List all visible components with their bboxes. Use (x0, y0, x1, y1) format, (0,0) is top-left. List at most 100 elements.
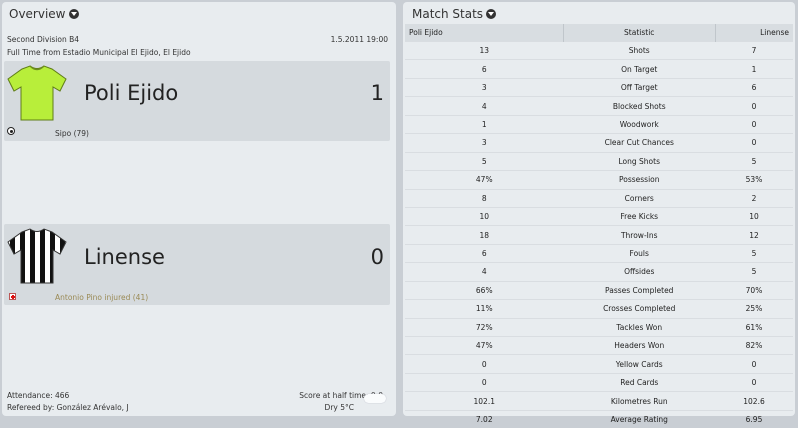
stats-row: 6 On Target 1 (405, 59, 793, 79)
statistic-name: Fouls (563, 243, 715, 263)
away-event-text[interactable]: Antonio Pino injured (41) (55, 293, 149, 302)
home-value: 6 (405, 243, 564, 263)
match-stats-header[interactable]: Match Stats (412, 5, 497, 23)
home-value: 0 (405, 354, 564, 374)
stats-row: 6 Fouls 5 (405, 243, 793, 263)
away-value: 0 (715, 372, 793, 392)
away-value: 102.6 (715, 391, 793, 411)
cloud-icon (364, 394, 386, 403)
away-value: 7 (715, 40, 793, 60)
column-header-home[interactable]: Poli Ejido (405, 24, 564, 42)
dropdown-arrow-icon[interactable] (486, 9, 497, 19)
away-value: 61% (715, 317, 793, 337)
home-value: 10 (405, 206, 564, 226)
statistic-name: Average Rating (563, 409, 715, 428)
away-value: 1 (715, 59, 793, 79)
statistic-name: Possession (563, 170, 715, 189)
away-value: 5 (715, 243, 793, 263)
stats-row: 8 Corners 2 (405, 188, 793, 208)
away-value: 5 (715, 151, 793, 171)
home-value: 3 (405, 77, 564, 97)
stats-row: 5 Long Shots 5 (405, 151, 793, 171)
stats-row: 47% Possession 53% (405, 170, 793, 189)
dropdown-arrow-icon[interactable] (68, 9, 79, 19)
competition-label[interactable]: Second Division B4 (7, 35, 80, 44)
attendance-label: Attendance: 466 (7, 391, 70, 400)
statistic-name: Off Target (563, 77, 715, 97)
away-value: 5 (715, 262, 793, 282)
weather-label: Dry 5°C (324, 403, 354, 412)
statistic-name: Passes Completed (563, 280, 715, 300)
home-team-name[interactable]: Poli Ejido (84, 81, 179, 105)
home-value: 6 (405, 59, 564, 79)
away-value: 0 (715, 96, 793, 116)
stats-row: 11% Crosses Completed 25% (405, 299, 793, 319)
away-team-box: Linense 0 Antonio Pino injured (41) (4, 224, 390, 305)
home-value: 0 (405, 372, 564, 392)
away-value: 12 (715, 225, 793, 245)
half-time-score: Score at half time: 0:0 (299, 391, 383, 400)
away-value: 6 (715, 77, 793, 97)
column-header-away[interactable]: Linense (715, 24, 793, 42)
stats-row: 3 Clear Cut Chances 0 (405, 133, 793, 153)
statistic-name: Kilometres Run (563, 391, 715, 411)
away-team-name[interactable]: Linense (84, 245, 165, 269)
away-value: 53% (715, 170, 793, 189)
statistic-name: Free Kicks (563, 206, 715, 226)
statistic-name: Tackles Won (563, 317, 715, 337)
away-value: 82% (715, 335, 793, 355)
stats-row: 47% Headers Won 82% (405, 335, 793, 355)
stats-row: 0 Red Cards 0 (405, 372, 793, 392)
home-value: 66% (405, 280, 564, 300)
stats-row: 4 Blocked Shots 0 (405, 96, 793, 116)
stats-row: 13 Shots 7 (405, 40, 793, 60)
stats-row: 66% Passes Completed 70% (405, 280, 793, 300)
venue-line[interactable]: Full Time from Estadio Municipal El Ejid… (7, 48, 191, 57)
statistic-name: Headers Won (563, 335, 715, 355)
home-event-text[interactable]: Sipo (79) (55, 129, 89, 138)
statistic-name: Shots (563, 40, 715, 60)
home-value: 8 (405, 188, 564, 208)
away-value: 2 (715, 188, 793, 208)
home-value: 47% (405, 170, 564, 189)
away-value: 10 (715, 206, 793, 226)
away-team-score: 0 (370, 245, 384, 269)
home-value: 5 (405, 151, 564, 171)
stats-row: 1 Woodwork 0 (405, 114, 793, 134)
statistic-name: Offsides (563, 262, 715, 282)
home-team-score: 1 (370, 81, 384, 105)
home-value: 18 (405, 225, 564, 245)
home-value: 3 (405, 133, 564, 153)
home-value: 13 (405, 40, 564, 60)
away-value: 0 (715, 114, 793, 134)
home-team-box: Poli Ejido 1 Sipo (79) (4, 61, 390, 141)
stats-header-row: Poli Ejido Statistic Linense (405, 24, 793, 42)
stats-row: 4 Offsides 5 (405, 262, 793, 282)
stats-row: 102.1 Kilometres Run 102.6 (405, 391, 793, 411)
overview-header[interactable]: Overview (9, 5, 79, 23)
away-shirt-icon (7, 228, 67, 284)
column-header-statistic[interactable]: Statistic (563, 24, 716, 42)
statistic-name: Crosses Completed (563, 299, 715, 319)
statistic-name: On Target (563, 59, 715, 79)
statistic-name: Long Shots (563, 151, 715, 171)
home-value: 7.02 (405, 409, 564, 428)
away-value: 25% (715, 299, 793, 319)
away-value: 0 (715, 354, 793, 374)
stats-row: 18 Throw-Ins 12 (405, 225, 793, 245)
home-value: 4 (405, 262, 564, 282)
stats-row: 0 Yellow Cards 0 (405, 354, 793, 374)
home-value: 72% (405, 317, 564, 337)
overview-panel: Overview Second Division B4 1.5.2011 19:… (2, 2, 396, 416)
stats-row: 10 Free Kicks 10 (405, 206, 793, 226)
referee-label[interactable]: Refereed by: González Arévalo, J (7, 403, 129, 412)
injury-icon (9, 293, 16, 300)
overview-title: Overview (9, 7, 66, 21)
statistic-name: Throw-Ins (563, 225, 715, 245)
away-value: 0 (715, 133, 793, 153)
match-stats-panel: Match Stats Poli Ejido Statistic Linense… (403, 2, 795, 428)
statistic-name: Clear Cut Chances (563, 133, 715, 153)
home-value: 1 (405, 114, 564, 134)
match-stats-title: Match Stats (412, 7, 484, 21)
stats-row: 72% Tackles Won 61% (405, 317, 793, 337)
